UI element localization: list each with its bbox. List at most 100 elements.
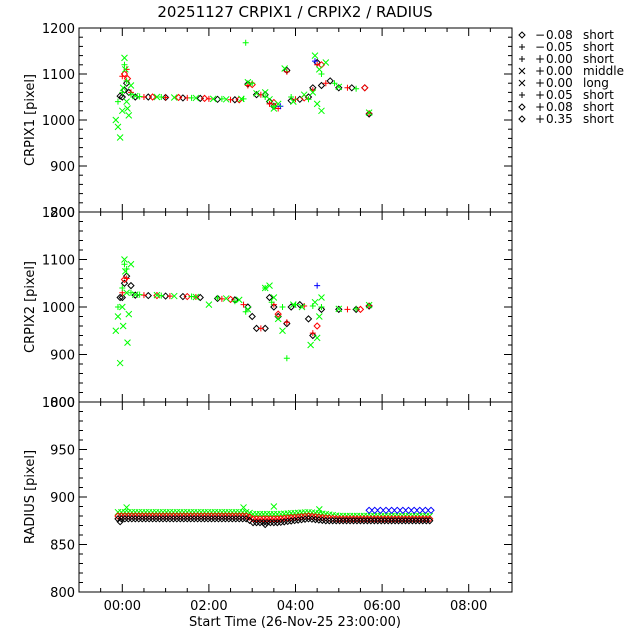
legend-label: short	[583, 88, 614, 102]
data-point	[315, 313, 323, 320]
data-point	[144, 291, 152, 300]
legend-entry: −0.05 short	[519, 40, 614, 54]
y-tick-label: 1200	[42, 22, 75, 37]
y-tick-label: 1000	[42, 114, 75, 129]
data-point	[253, 89, 260, 97]
data-point	[266, 282, 273, 289]
data-point	[153, 291, 161, 299]
data-point	[153, 291, 161, 300]
legend: −0.08 short− 0.05 short+ 0.00 short+ 0.00 middl…	[518, 28, 624, 126]
data-point	[261, 324, 269, 333]
data-point	[426, 515, 434, 523]
data-point	[192, 293, 200, 301]
y-tick-label: 1000	[42, 301, 75, 316]
data-point	[161, 292, 170, 300]
ylabel-crpix1: CRPIX1 [pixel]	[23, 74, 38, 166]
data-point	[387, 506, 396, 515]
data-point	[121, 256, 128, 263]
data-point	[205, 301, 213, 308]
ylabel-radius: RADIUS [pixel]	[23, 450, 38, 544]
data-point	[261, 89, 269, 96]
data-point	[344, 306, 351, 313]
axes-crpix2: 800 900 1000 1100 1200	[42, 206, 512, 411]
data-point	[279, 327, 286, 335]
data-point	[222, 295, 230, 302]
data-point	[170, 292, 178, 300]
data-point	[244, 306, 252, 313]
data-point	[279, 304, 286, 310]
data-point	[123, 504, 130, 511]
data-point	[313, 334, 321, 342]
data-point	[127, 91, 134, 98]
y-tick-label: 1100	[42, 254, 75, 269]
data-point	[119, 322, 127, 330]
data-point	[265, 293, 274, 302]
data-point	[311, 58, 318, 65]
data-point	[361, 84, 369, 92]
legend-sign: +	[535, 52, 545, 66]
data-point	[287, 303, 295, 311]
data-point	[125, 310, 133, 318]
data-point	[283, 68, 290, 75]
data-point	[188, 293, 195, 300]
data-point	[289, 98, 297, 105]
legend-entry: −0.08 short	[518, 28, 614, 42]
data-point	[136, 291, 143, 298]
data-point	[348, 84, 356, 92]
legend-entry: +0.00 short	[519, 52, 614, 66]
legend-entry: +0.05 short	[519, 88, 614, 102]
x-tick-label: 08:00	[450, 599, 487, 614]
legend-sign: +	[535, 88, 545, 102]
legend-label: short	[583, 112, 614, 126]
legend-value: 0.00	[546, 64, 573, 78]
legend-sign: +	[535, 76, 545, 90]
data-point	[213, 294, 222, 303]
data-point	[331, 80, 338, 87]
data-point	[421, 506, 430, 515]
data-point	[277, 518, 285, 527]
legend-sign: +	[535, 100, 545, 114]
data-point	[410, 506, 418, 515]
data-point	[304, 315, 313, 323]
data-point	[280, 518, 288, 526]
data-point	[297, 516, 306, 524]
legend-entry: +0.35 short	[518, 112, 614, 126]
data-point	[123, 289, 130, 297]
data-point	[124, 339, 131, 346]
data-point	[252, 90, 261, 99]
data-point	[287, 517, 295, 525]
y-tick-label: 800	[50, 396, 75, 411]
data-point	[301, 515, 309, 523]
data-point	[174, 93, 183, 102]
data-point	[235, 296, 243, 304]
data-point	[393, 506, 401, 515]
y-tick-label: 1000	[42, 396, 75, 411]
data-point	[307, 341, 315, 349]
y-tick-label: 800	[50, 586, 75, 601]
panel-crpix1: CRPIX1 [pixel] 800 900 1000 1100 1200	[23, 22, 513, 221]
data-point	[399, 506, 407, 515]
data-point	[305, 96, 312, 103]
data-point	[318, 294, 325, 301]
data-point	[376, 506, 385, 515]
data-point	[124, 105, 131, 112]
data-point	[311, 298, 319, 306]
data-point	[121, 268, 129, 275]
data-point	[231, 298, 238, 305]
legend-symbol	[519, 56, 525, 62]
data-point	[123, 77, 130, 84]
legend-entry: +0.00 middle	[518, 64, 624, 78]
data-point	[122, 79, 131, 87]
data-point	[273, 515, 282, 523]
data-point	[200, 94, 209, 103]
data-point	[209, 95, 217, 103]
data-point	[289, 301, 297, 308]
x-tick-label: 02:00	[190, 599, 227, 614]
data-point	[283, 517, 292, 526]
data-point	[116, 134, 124, 141]
data-point	[120, 279, 129, 287]
axes-crpix1: 800 900 1000 1100 1200	[42, 22, 512, 221]
data-point	[249, 80, 256, 87]
legend-value: 0.00	[546, 52, 573, 66]
ylabel-crpix2: CRPIX2 [pixel]	[23, 261, 38, 353]
